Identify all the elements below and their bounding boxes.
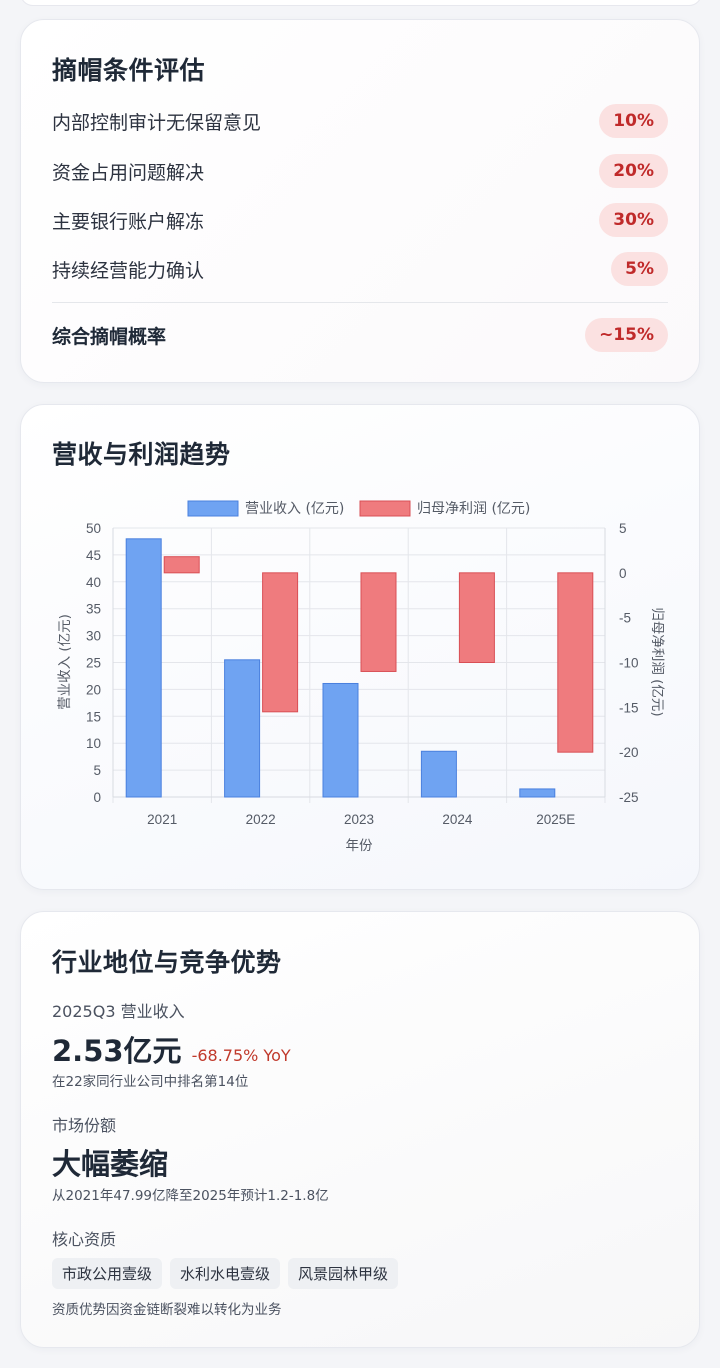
previous-card-edge [20,0,702,6]
revenue-profit-trend-card: 营收与利润趋势 50 45 40 35 30 25 20 15 10 5 0 5 0 -5 -10 -15 -2… [20,404,700,890]
x-tick-label: 2022 [246,812,276,827]
y-tick-label: 25 [86,656,101,671]
y2-tick-label: -10 [619,656,639,671]
y2-tick-label: 0 [619,566,627,581]
revenue-bar [420,750,457,798]
legend-swatch-net-profit [359,500,411,517]
y-tick-label: 20 [86,682,101,697]
qualifications-note: 资质优势因资金链断裂难以转化为业务 [52,1302,282,1318]
y-tick-label: 10 [86,736,101,751]
qualification-tags: 市政公用壹级 水利水电壹级 风景园林甲级 [52,1258,406,1289]
revenue-value: 2.53亿元 [52,1034,182,1068]
revenue-label: 2025Q3 营业收入 [52,1002,185,1021]
condition-row: 内部控制审计无保留意见 10% [52,103,668,139]
y-tick-label: 15 [86,709,101,724]
y2-tick-label: -15 [619,700,639,715]
y-tick-label: 0 [93,790,101,805]
y2-tick-label: -5 [619,611,631,626]
y-tick-label: 50 [86,521,101,536]
market-share-label: 市场份额 [52,1116,117,1135]
revenue-bar [125,538,162,798]
x-tick-label: 2023 [344,812,374,827]
y-tick-label: 30 [86,629,101,644]
condition-label: 主要银行账户解冻 [52,210,205,233]
legend-swatch-revenue [187,500,239,517]
qualifications-label: 核心资质 [52,1230,117,1249]
y-tick-label: 40 [86,575,101,590]
legend-label-revenue: 营业收入 (亿元) [245,501,344,517]
x-tick-label: 2021 [147,812,177,827]
condition-label: 资金占用问题解决 [52,161,205,184]
net-profit-bar [458,572,495,663]
y-tick-label: 45 [86,548,101,563]
x-axis-title: 年份 [346,838,373,854]
revenue-bar [519,788,556,798]
probability-badge: 10% [599,104,668,138]
x-tick-label: 2025E [536,812,575,827]
condition-row: 持续经营能力确认 5% [52,251,668,287]
condition-row: 主要银行账户解冻 30% [52,202,668,238]
divider [52,302,668,303]
net-profit-bar [557,572,594,753]
condition-label: 内部控制审计无保留意见 [52,111,262,134]
market-share-value: 大幅萎缩 [52,1147,169,1181]
y2-tick-label: -20 [619,745,639,760]
y2-tick-label: 5 [619,521,627,536]
revenue-bar [224,659,261,798]
revenue-profit-chart: 5045403530252015105050-5-10-15-20-252021… [57,500,666,854]
y2-axis-title: 归母净利润 (亿元) [649,607,666,716]
legend-label-net-profit: 归母净利润 (亿元) [417,500,530,517]
probability-badge: 20% [599,154,668,188]
y2-tick-label: -25 [619,790,639,805]
revenue-bar [322,682,359,798]
net-profit-bar [163,556,200,574]
x-tick-label: 2024 [442,812,473,827]
condition-label: 持续经营能力确认 [52,259,205,282]
industry-position-card: 行业地位与竞争优势 2025Q3 营业收入 2.53亿元 -68.75% YoY… [20,911,700,1348]
probability-badge: 5% [611,252,668,286]
revenue-yoy: -68.75% YoY [191,1046,291,1065]
market-share-note: 从2021年47.99亿降至2025年预计1.2-1.8亿 [52,1188,329,1204]
revenue-value-row: 2.53亿元 -68.75% YoY [52,1028,291,1070]
net-profit-bar [360,572,397,672]
y-tick-label: 35 [86,602,101,617]
total-probability-badge: ~15% [585,318,668,352]
card-title: 营收与利润趋势 [52,440,231,469]
card-title: 摘帽条件评估 [52,56,206,85]
y-axis-title: 营业收入 (亿元) [57,614,73,710]
total-probability-label: 综合摘帽概率 [52,325,167,348]
y-tick-label: 5 [93,763,101,778]
net-profit-bar [262,572,299,713]
delisting-conditions-card: 摘帽条件评估 内部控制审计无保留意见 10% 资金占用问题解决 20% 主要银行… [20,19,700,383]
qualification-tag: 市政公用壹级 [52,1258,163,1289]
qualification-tag: 水利水电壹级 [170,1258,281,1289]
card-title: 行业地位与竞争优势 [52,948,282,977]
qualification-tag: 风景园林甲级 [288,1258,399,1289]
probability-badge: 30% [599,203,668,237]
revenue-rank-note: 在22家同行业公司中排名第14位 [52,1074,249,1090]
condition-row: 资金占用问题解决 20% [52,153,668,189]
total-probability-row: 综合摘帽概率 ~15% [52,317,668,353]
